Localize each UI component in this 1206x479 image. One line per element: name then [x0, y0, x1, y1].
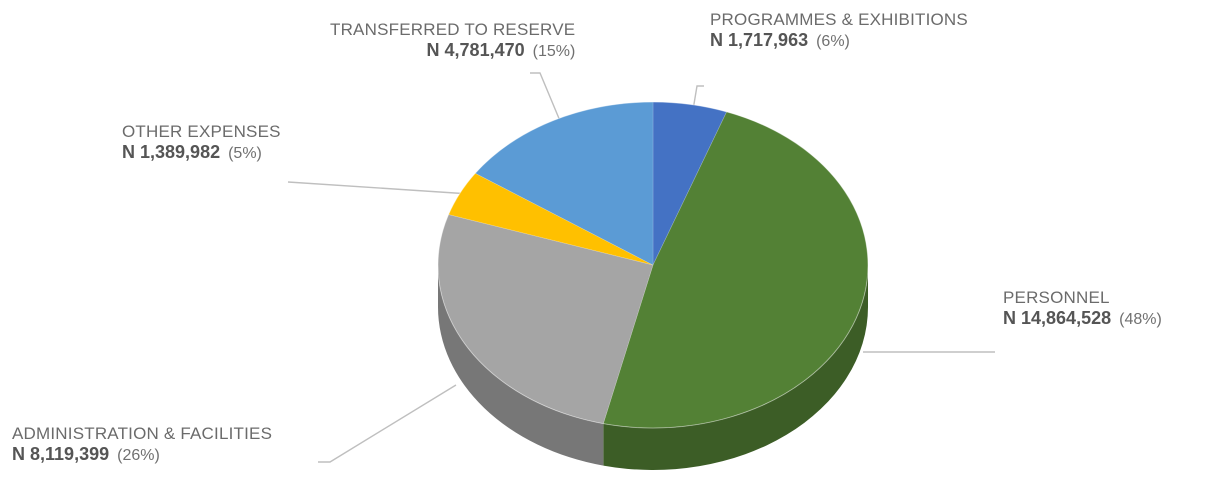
- slice-label-other-expenses: OTHER EXPENSES N 1,389,982 (5%): [122, 122, 281, 163]
- slice-name: PERSONNEL: [1003, 288, 1110, 307]
- slice-label-administration-facilities: ADMINISTRATION & FACILITIES N 8,119,399 (…: [12, 424, 272, 465]
- slice-name: PROGRAMMES & EXHIBITIONS: [710, 10, 968, 29]
- pie-slice-transferred-to-reserve: [474, 101, 654, 266]
- leader-line-transferred-to-reserve: [530, 72, 569, 141]
- slice-amount: N 8,119,399: [12, 443, 110, 464]
- leader-line-other-expenses: [287, 181, 471, 195]
- leader-line-administration-facilities: [318, 384, 457, 463]
- slice-amount: N 14,864,528: [1003, 307, 1112, 328]
- pie-slice-programmes-exhibitions: [652, 101, 728, 266]
- slice-percent: (6%): [816, 32, 850, 50]
- slice-name: TRANSFERRED TO RESERVE: [330, 20, 576, 39]
- pie-slice-personnel: [602, 111, 869, 429]
- slice-percent: (48%): [1119, 310, 1162, 328]
- pie-side-personnel: [603, 265, 868, 471]
- slice-percent: (5%): [228, 144, 262, 162]
- slice-percent: (15%): [532, 42, 576, 60]
- slice-amount: N 1,717,963: [710, 29, 809, 50]
- slice-label-programmes-exhibitions: PROGRAMMES & EXHIBITIONS N 1,717,963 (6%): [710, 10, 968, 51]
- pie-side-administration-facilities: [438, 265, 604, 466]
- pie-rim: [437, 101, 869, 429]
- pie-slice-administration-facilities: [437, 214, 654, 424]
- slice-amount: N 4,781,470: [426, 39, 525, 60]
- slice-label-personnel: PERSONNEL N 14,864,528 (48%): [1003, 288, 1162, 329]
- slice-amount: N 1,389,982: [122, 141, 221, 162]
- slice-name: ADMINISTRATION & FACILITIES: [12, 424, 273, 443]
- slice-name: OTHER EXPENSES: [122, 122, 281, 141]
- slice-percent: (26%): [117, 446, 160, 464]
- slice-label-transferred-to-reserve: TRANSFERRED TO RESERVE N 4,781,470 (15%): [330, 20, 575, 61]
- pie-slice-other-expenses: [448, 172, 654, 266]
